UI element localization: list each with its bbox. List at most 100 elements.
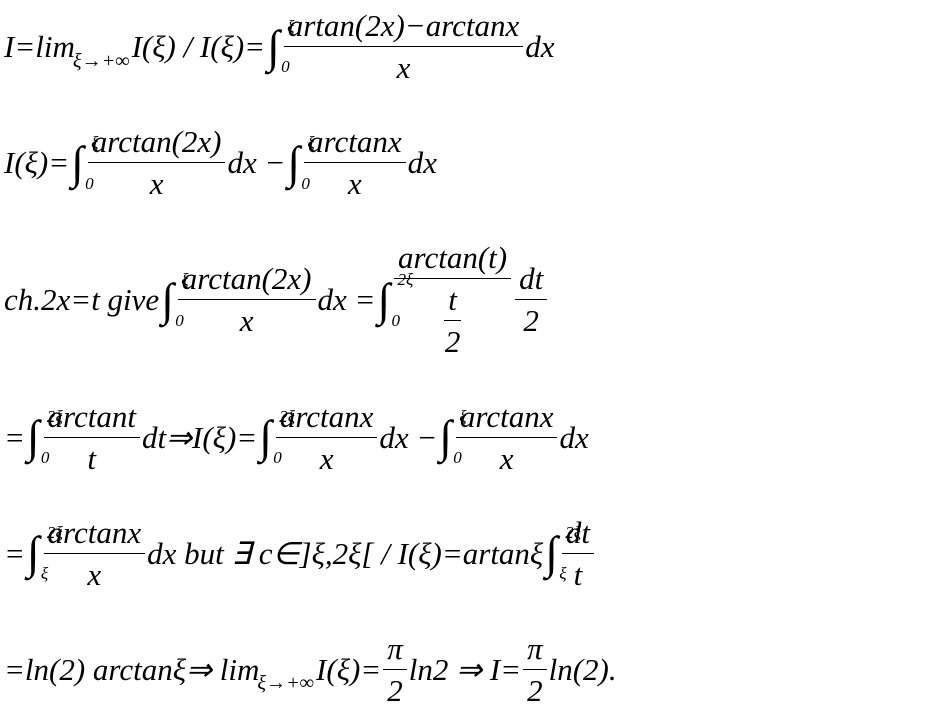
math-text: dx: [408, 147, 437, 178]
denominator: 2: [441, 321, 465, 357]
math-text: I(ξ)=: [316, 654, 381, 685]
integral-lower: ξ: [41, 565, 48, 582]
integral-upper: ξ: [287, 18, 294, 35]
integral-sign: ∫: [259, 414, 272, 460]
equation-line-2: I(ξ)=∫ξ0 arctan(2x)xdx −∫ξ0 arctanxxdx: [4, 126, 940, 199]
numerator: π: [523, 633, 547, 670]
integral-lower: 0: [273, 449, 282, 466]
equation-line-6: =ln(2) arctanξ⇒ limξ→+∞I(ξ)=π2ln2 ⇒ I=π2…: [4, 633, 940, 706]
fraction: arctanxx: [304, 126, 406, 199]
math-text: =: [4, 422, 25, 453]
fraction: t2: [441, 284, 465, 357]
integral-lower: 0: [453, 449, 462, 466]
denominator: x: [83, 554, 105, 590]
math-text: =ln(2) arctanξ⇒ lim: [4, 654, 259, 685]
math-text: dt⇒I(ξ)=: [142, 422, 257, 453]
math-page: I=limξ→+∞ I(ξ) / I(ξ)= ∫ξ0 artan(2x)−arc…: [0, 0, 944, 706]
fraction: artan(2x)−arctanxx: [284, 10, 524, 83]
math-text: ln2 ⇒ I=: [409, 654, 521, 685]
integral: ∫2ξ0: [259, 414, 272, 460]
integral-sign: ∫: [71, 140, 84, 186]
math-text: dx but ∃ c∈]ξ,2ξ[ / I(ξ)=artanξ: [147, 538, 543, 569]
fraction: π2: [523, 633, 547, 706]
numerator: π: [383, 633, 407, 670]
denominator: 2: [523, 670, 547, 706]
integral: ∫2ξ0: [377, 277, 390, 323]
integral-sign: ∫: [27, 414, 40, 460]
integral-upper: 2ξ: [47, 524, 63, 541]
integral: ∫ξ0: [287, 140, 300, 186]
fraction: arctan(2x)x: [88, 126, 226, 199]
math-text: dx: [559, 422, 588, 453]
integral-sign: ∫: [545, 530, 558, 576]
integral-upper: ξ: [307, 134, 314, 151]
integral-upper: 2ξ: [279, 408, 295, 425]
integral-lower: 0: [281, 58, 290, 75]
fraction: π2: [383, 633, 407, 706]
integral-lower: 0: [41, 449, 50, 466]
integral-upper: 2ξ: [565, 524, 581, 541]
integral-lower: 0: [301, 175, 310, 192]
fraction: arctan(2x)x: [178, 263, 316, 336]
integral: ∫2ξ0: [27, 414, 40, 460]
math-text: I=lim: [4, 31, 75, 62]
numerator: arctan(2x): [88, 126, 226, 163]
numerator: arctan(2x): [178, 263, 316, 300]
math-text: I(ξ) / I(ξ)=: [132, 31, 266, 62]
integral-sign: ∫: [27, 530, 40, 576]
integral-sign: ∫: [377, 277, 390, 323]
integral: ∫ξ0: [161, 277, 174, 323]
equation-line-4: = ∫2ξ0 arctanttdt⇒I(ξ)=∫2ξ0 arctanxxdx −…: [4, 401, 940, 474]
fraction: arctanxx: [456, 401, 558, 474]
integral-lower: ξ: [559, 565, 566, 582]
integral-upper: ξ: [91, 134, 98, 151]
integral-upper: ξ: [459, 408, 466, 425]
denominator: x: [146, 163, 168, 199]
numerator: arctanx: [304, 126, 406, 163]
math-text: ln(2).: [549, 654, 617, 685]
integral-lower: 0: [175, 312, 184, 329]
denominator: x: [316, 438, 338, 474]
denominator: t: [570, 554, 587, 590]
fraction: arctan(t)t2: [394, 242, 511, 357]
denominator: t2: [435, 279, 471, 357]
integral: ∫2ξξ: [27, 530, 40, 576]
math-text: dx =: [318, 284, 376, 315]
subscript: ξ→+∞: [73, 51, 130, 71]
math-text: dx −: [379, 422, 437, 453]
equation-line-1: I=limξ→+∞ I(ξ) / I(ξ)= ∫ξ0 artan(2x)−arc…: [4, 10, 940, 83]
integral-sign: ∫: [267, 24, 280, 70]
denominator: x: [496, 438, 518, 474]
integral-sign: ∫: [287, 140, 300, 186]
denominator: t: [83, 438, 100, 474]
integral-lower: 0: [85, 175, 94, 192]
integral: ∫2ξξ: [545, 530, 558, 576]
integral: ∫ξ0: [439, 414, 452, 460]
numerator: artan(2x)−arctanx: [284, 10, 524, 47]
math-text: =: [4, 538, 25, 569]
denominator: x: [393, 47, 415, 83]
fraction: dt2: [515, 263, 547, 336]
numerator: arctanx: [456, 401, 558, 438]
integral-lower: 0: [391, 312, 400, 329]
math-text: ch.2x=t give: [4, 284, 159, 315]
integral-upper: 2ξ: [47, 408, 63, 425]
numerator: t: [444, 284, 461, 321]
numerator: dt: [515, 263, 547, 300]
integral-sign: ∫: [161, 277, 174, 323]
integral: ∫ξ0: [267, 24, 280, 70]
denominator: 2: [519, 300, 543, 336]
equation-line-3: ch.2x=t give ∫ξ0 arctan(2x)xdx = ∫2ξ0 ar…: [4, 242, 940, 357]
equation-line-5: = ∫2ξξ arctanxxdx but ∃ c∈]ξ,2ξ[ / I(ξ)=…: [4, 517, 940, 590]
math-text: dx: [525, 31, 554, 62]
math-text: dx −: [227, 147, 285, 178]
subscript: ξ→+∞: [257, 673, 314, 693]
math-text: I(ξ)=: [4, 147, 69, 178]
denominator: 2: [383, 670, 407, 706]
denominator: x: [344, 163, 366, 199]
integral-upper: ξ: [181, 271, 188, 288]
denominator: x: [236, 300, 258, 336]
integral-sign: ∫: [439, 414, 452, 460]
integral: ∫ξ0: [71, 140, 84, 186]
integral-upper: 2ξ: [397, 271, 413, 288]
